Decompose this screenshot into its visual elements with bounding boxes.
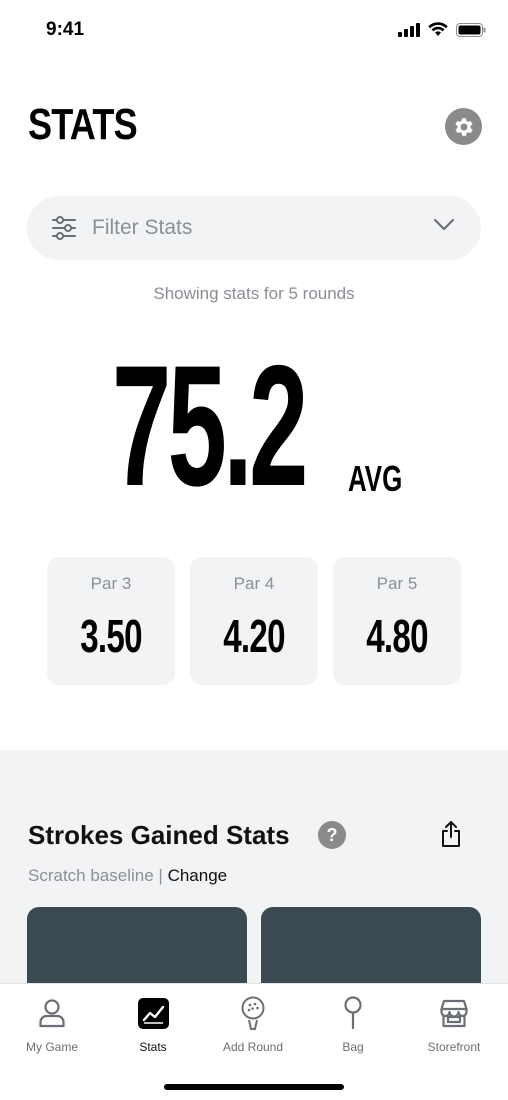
status-bar: 9:41 <box>0 0 508 62</box>
share-icon <box>442 821 460 847</box>
par-label: Par 3 <box>90 574 132 593</box>
club-icon <box>344 996 362 1030</box>
par-3-card: Par 3 3.50 <box>47 557 175 685</box>
gear-icon <box>454 117 473 136</box>
help-icon[interactable]: ? <box>318 821 346 849</box>
strokes-gained-card[interactable] <box>27 907 247 997</box>
change-baseline-link[interactable]: Change <box>167 866 228 885</box>
average-value: 75.2 <box>112 330 308 522</box>
tab-stats[interactable]: Stats <box>103 996 203 1054</box>
average-score: 75.2 AVG <box>0 330 508 522</box>
strokes-gained-card[interactable] <box>261 907 481 997</box>
tab-label: Bag <box>342 1040 364 1054</box>
filter-stats-dropdown[interactable]: Filter Stats <box>27 196 481 260</box>
average-unit: AVG <box>348 458 403 499</box>
tab-label: Add Round <box>222 1040 284 1054</box>
tab-label: My Game <box>25 1040 78 1054</box>
par-value: 3.50 <box>80 610 142 662</box>
tab-my-game[interactable]: My Game <box>2 996 102 1054</box>
par-4-card: Par 4 4.20 <box>190 557 318 685</box>
strokes-gained-title: Strokes Gained Stats <box>28 820 290 850</box>
par-label: Par 5 <box>376 574 418 593</box>
home-indicator <box>164 1084 344 1090</box>
filter-label: Filter Stats <box>92 216 193 239</box>
baseline-row: Scratch baseline | Change <box>28 866 227 886</box>
rounds-count-text: Showing stats for 5 rounds <box>153 284 355 303</box>
tab-bar: My Game Stats Add Round <box>0 983 508 1100</box>
chart-icon <box>137 997 169 1029</box>
page-title: STATS <box>28 100 138 149</box>
share-button[interactable] <box>439 820 463 853</box>
par-cards: Par 3 3.50 Par 4 4.20 Par 5 4.80 <box>47 557 461 685</box>
battery-icon <box>456 22 486 37</box>
person-icon <box>39 999 65 1028</box>
tab-storefront[interactable]: Storefront <box>404 996 504 1054</box>
status-time: 9:41 <box>46 19 85 40</box>
settings-button[interactable] <box>445 108 482 145</box>
wifi-icon <box>428 22 448 36</box>
tab-add-round[interactable]: Add Round <box>203 996 303 1054</box>
chevron-down-icon <box>433 218 455 231</box>
tab-bag[interactable]: Bag <box>303 996 403 1054</box>
golf-ball-icon <box>241 996 265 1030</box>
baseline-label: Scratch baseline <box>28 866 154 885</box>
par-value: 4.20 <box>223 610 285 662</box>
baseline-separator: | <box>158 866 163 885</box>
store-icon <box>440 999 468 1028</box>
par-value: 4.80 <box>366 610 428 662</box>
sliders-icon <box>52 216 76 240</box>
par-5-card: Par 5 4.80 <box>333 557 461 685</box>
strokes-gained-section: Strokes Gained Stats ? Scratch baseline … <box>0 750 508 997</box>
tab-label: Stats <box>139 1040 167 1054</box>
par-label: Par 4 <box>233 574 275 593</box>
signal-icon <box>398 22 420 37</box>
tab-label: Storefront <box>427 1040 481 1054</box>
status-icons <box>398 22 486 37</box>
